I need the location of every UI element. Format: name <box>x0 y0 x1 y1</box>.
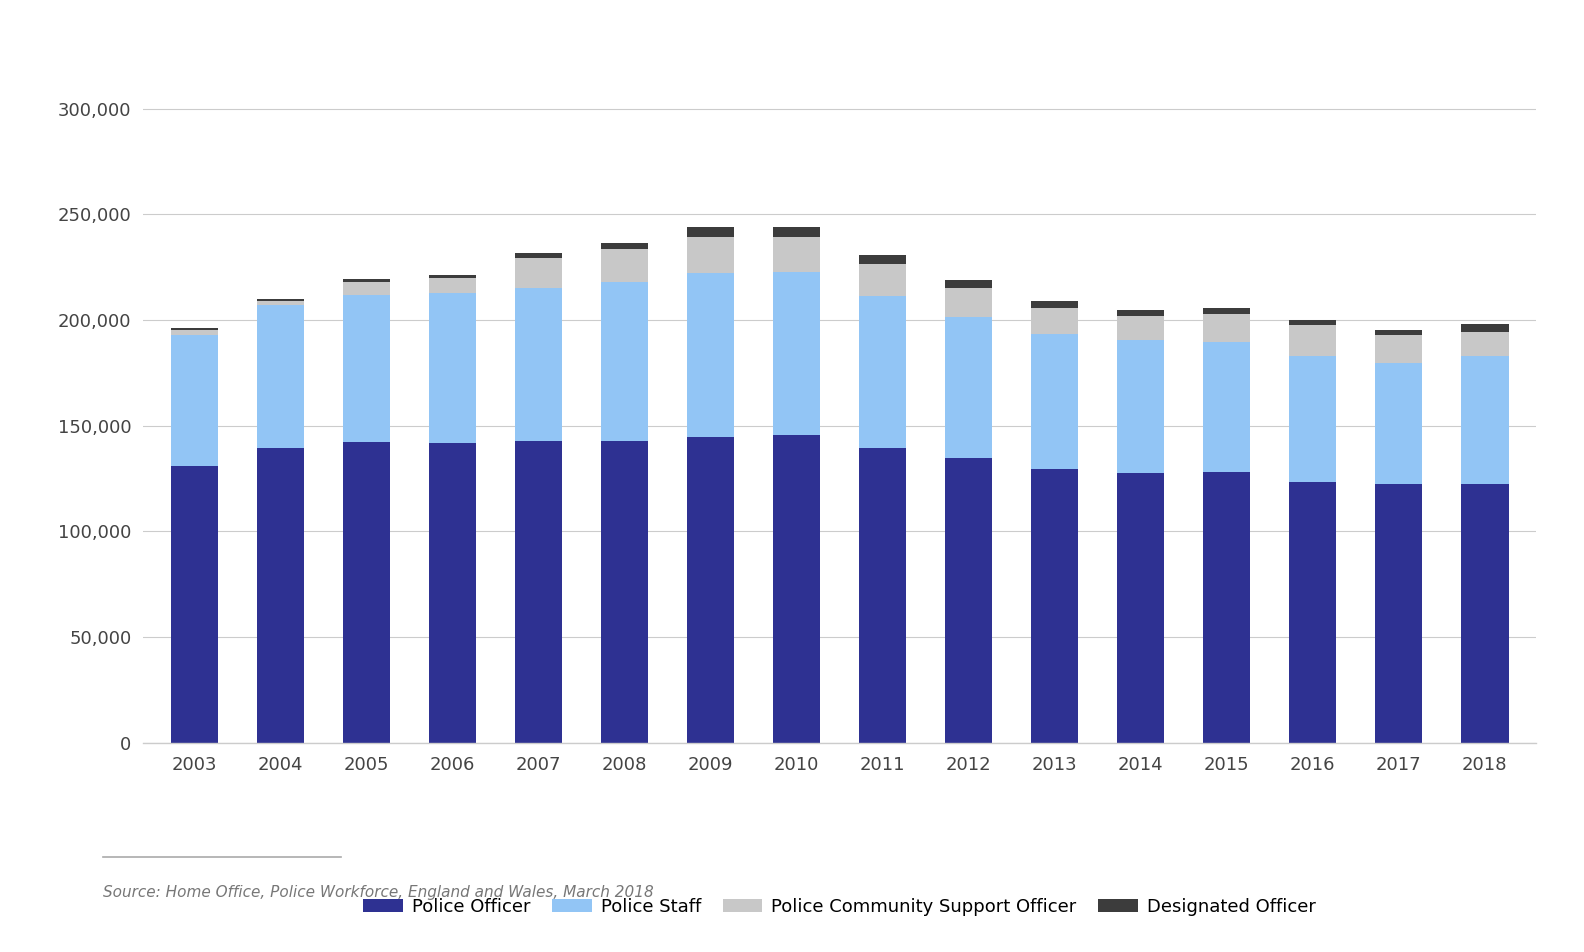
Bar <box>1117 316 1164 340</box>
Bar <box>687 237 733 272</box>
Bar <box>171 327 219 329</box>
Bar <box>1375 335 1422 364</box>
Bar <box>600 441 648 743</box>
Bar <box>429 292 475 443</box>
Bar <box>1117 473 1164 743</box>
Bar <box>773 228 821 237</box>
Bar <box>687 437 733 743</box>
Bar <box>1375 329 1422 335</box>
Bar <box>171 329 219 335</box>
Bar <box>257 447 304 743</box>
Legend: Police Officer, Police Staff, Police Community Support Officer, Designated Offic: Police Officer, Police Staff, Police Com… <box>356 890 1323 922</box>
Bar <box>687 228 733 237</box>
Bar <box>773 237 821 271</box>
Bar <box>1031 308 1079 334</box>
Bar <box>1289 320 1337 326</box>
Bar <box>1289 326 1337 356</box>
Bar <box>946 280 992 288</box>
Bar <box>342 282 390 295</box>
Bar <box>429 278 475 292</box>
Bar <box>429 443 475 743</box>
Bar <box>946 317 992 459</box>
Bar <box>171 335 219 466</box>
Bar <box>1460 331 1508 356</box>
Bar <box>515 288 562 441</box>
Bar <box>1460 484 1508 743</box>
Bar <box>257 299 304 301</box>
Bar <box>171 466 219 743</box>
Bar <box>257 301 304 306</box>
Bar <box>859 296 906 447</box>
Bar <box>1204 343 1250 472</box>
Bar <box>342 279 390 282</box>
Bar <box>946 459 992 743</box>
Bar <box>257 306 304 447</box>
Bar <box>342 295 390 442</box>
Bar <box>515 441 562 743</box>
Bar <box>1031 469 1079 743</box>
Bar <box>687 272 733 437</box>
Bar <box>600 282 648 441</box>
Bar <box>773 435 821 743</box>
Bar <box>600 243 648 249</box>
Bar <box>859 264 906 296</box>
Bar <box>859 254 906 264</box>
Bar <box>515 252 562 258</box>
Bar <box>1204 472 1250 743</box>
Bar <box>1460 356 1508 484</box>
Bar <box>1031 301 1079 308</box>
Bar <box>1117 340 1164 473</box>
Bar <box>1460 325 1508 331</box>
Bar <box>1375 484 1422 743</box>
Bar <box>1375 364 1422 484</box>
Bar <box>1204 308 1250 314</box>
Bar <box>1204 314 1250 343</box>
Bar <box>1289 356 1337 482</box>
Bar <box>946 288 992 317</box>
Text: Source: Home Office, Police Workforce, England and Wales, March 2018: Source: Home Office, Police Workforce, E… <box>103 884 654 900</box>
Bar <box>859 447 906 743</box>
Bar <box>600 249 648 282</box>
Bar <box>1031 334 1079 469</box>
Bar <box>773 271 821 435</box>
Bar <box>1289 482 1337 743</box>
Bar <box>1117 309 1164 316</box>
Bar <box>515 258 562 288</box>
Bar <box>429 275 475 278</box>
Bar <box>342 442 390 743</box>
